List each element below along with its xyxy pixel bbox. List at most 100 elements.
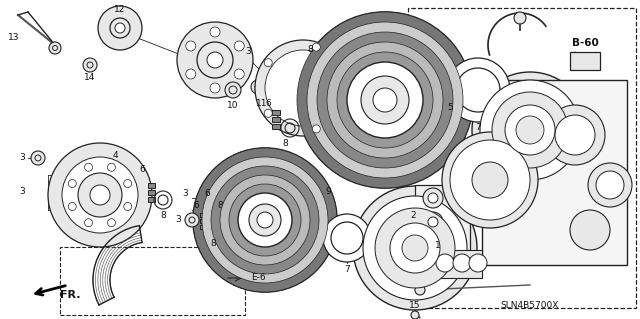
Circle shape [78,173,122,217]
Circle shape [249,204,281,236]
Text: 3: 3 [19,188,25,197]
Circle shape [516,116,544,144]
Circle shape [307,22,463,178]
Circle shape [423,188,443,208]
Bar [200,219,207,223]
Circle shape [115,23,125,33]
Circle shape [210,27,220,37]
Circle shape [337,52,433,148]
Bar [148,197,155,202]
Circle shape [48,143,152,247]
Circle shape [98,6,142,50]
Circle shape [347,62,423,138]
Circle shape [211,166,319,274]
Circle shape [264,109,272,117]
Circle shape [90,185,110,205]
Circle shape [390,223,440,273]
Text: 6: 6 [265,99,271,108]
Bar [272,117,280,122]
Bar [482,80,627,265]
Circle shape [234,41,244,51]
Circle shape [361,76,409,124]
Bar [148,183,155,188]
Bar [415,185,470,250]
Text: B-60: B-60 [572,38,598,48]
Circle shape [545,105,605,165]
Circle shape [428,237,438,247]
Text: 8: 8 [307,46,313,55]
Circle shape [514,12,526,24]
Text: 7: 7 [475,123,481,132]
Text: 14: 14 [84,73,96,83]
Circle shape [446,58,510,122]
Circle shape [428,217,438,227]
Text: 13: 13 [8,33,20,42]
Circle shape [446,61,454,69]
Circle shape [108,163,115,171]
Text: SLN4B5700X: SLN4B5700X [501,300,559,309]
Circle shape [193,148,337,292]
Text: 9: 9 [325,188,331,197]
Circle shape [472,72,588,188]
Bar [200,225,207,229]
Circle shape [207,52,223,68]
Text: 5: 5 [447,103,453,113]
Circle shape [108,219,115,227]
Circle shape [596,171,624,199]
Circle shape [570,210,610,250]
Text: 3: 3 [245,48,251,56]
Circle shape [480,80,580,180]
Text: 11: 11 [256,100,268,108]
Text: 8: 8 [217,201,223,210]
Circle shape [185,213,199,227]
Circle shape [363,196,467,300]
Circle shape [317,32,453,168]
Circle shape [323,214,371,262]
Bar [272,110,280,115]
Bar [200,213,207,217]
Text: 6: 6 [139,166,145,174]
Circle shape [31,151,45,165]
Circle shape [588,163,632,207]
Circle shape [84,163,93,171]
Bar [427,250,482,278]
Circle shape [238,193,292,247]
Circle shape [312,43,320,51]
Text: 1: 1 [435,241,441,249]
Text: 6: 6 [204,189,210,197]
Circle shape [555,115,595,155]
Circle shape [450,140,530,220]
Circle shape [62,157,138,233]
Circle shape [469,254,487,272]
Circle shape [177,22,253,98]
Circle shape [193,148,337,292]
Text: 3: 3 [19,153,25,162]
Circle shape [342,84,350,92]
Circle shape [202,157,328,283]
Circle shape [436,254,454,272]
Text: 3: 3 [182,189,188,197]
Text: 7: 7 [344,265,350,275]
Text: FR.: FR. [60,290,80,300]
Circle shape [124,203,132,211]
Text: 8: 8 [160,211,166,220]
Circle shape [472,162,508,198]
Text: 2: 2 [410,211,416,219]
Circle shape [220,175,310,265]
Circle shape [492,92,568,168]
Circle shape [68,180,76,188]
Circle shape [225,82,241,98]
Text: 7: 7 [477,166,483,174]
Circle shape [402,235,428,261]
Bar [408,8,636,308]
Circle shape [373,88,397,112]
Circle shape [257,212,273,228]
Text: E-6: E-6 [251,273,266,283]
Circle shape [186,69,196,79]
Text: 4: 4 [112,151,118,160]
Circle shape [411,311,419,319]
Circle shape [210,83,220,93]
Text: 3: 3 [175,216,181,225]
Circle shape [415,285,425,295]
Circle shape [442,132,538,228]
